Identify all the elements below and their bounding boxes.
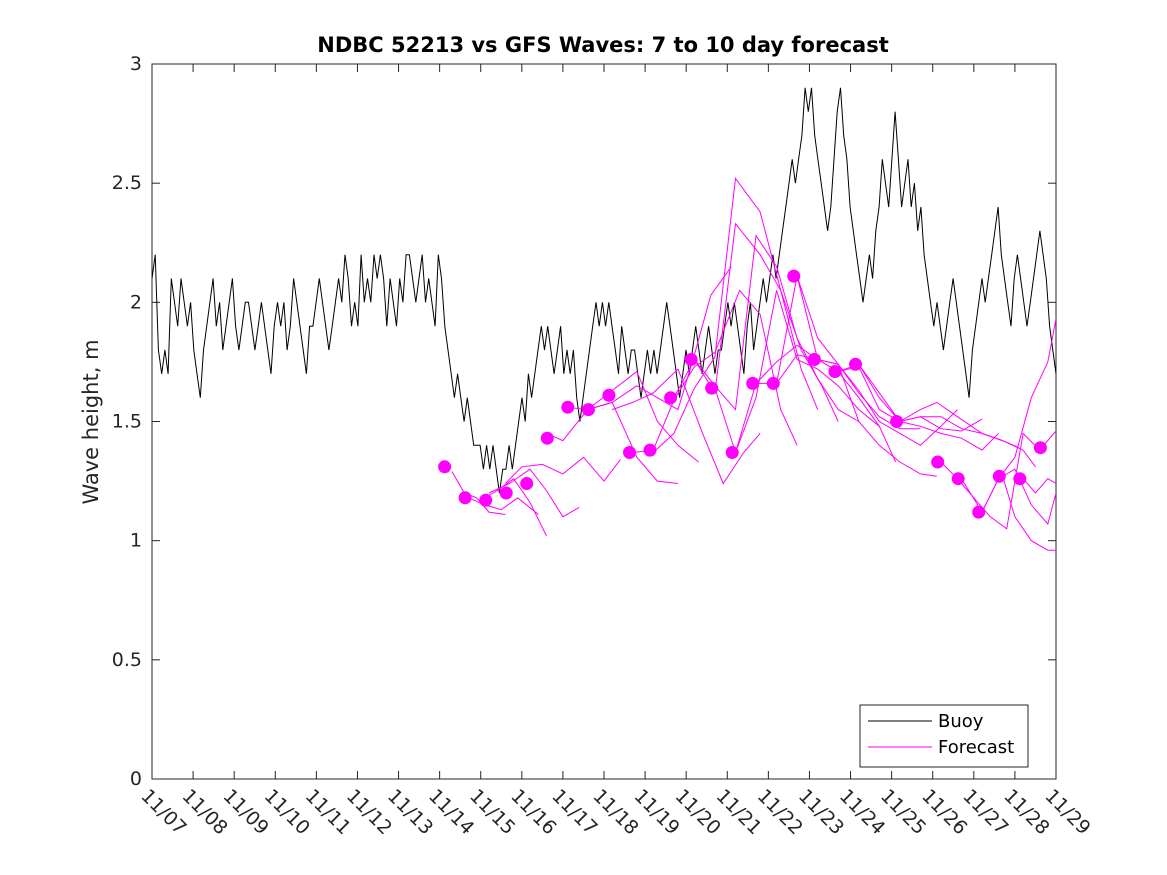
forecast-marker	[499, 486, 513, 500]
y-tick-label: 2.5	[112, 172, 142, 194]
forecast-line	[838, 363, 999, 451]
forecast-line	[587, 266, 732, 411]
forecast-line	[1022, 478, 1056, 494]
forecast-marker	[972, 505, 986, 519]
y-tick-label: 1.5	[112, 411, 142, 433]
forecast-marker	[1013, 472, 1027, 486]
forecast-marker	[992, 469, 1006, 483]
forecast-marker	[684, 353, 698, 366]
forecast-marker	[828, 365, 842, 378]
y-axis-label: Wave height, m	[79, 339, 103, 504]
forecast-line	[488, 468, 580, 518]
forecast-marker	[581, 403, 595, 417]
plot-area: 00.511.522.5311/0711/0811/0911/1011/1111…	[112, 53, 1095, 839]
forecast-line	[981, 318, 1056, 513]
forecast-line	[451, 471, 506, 515]
forecast-line	[468, 497, 539, 515]
forecast-marker	[766, 376, 780, 390]
legend: Buoy Forecast	[859, 704, 1029, 768]
forecast-line	[796, 275, 958, 446]
y-tick-label: 3	[130, 53, 142, 75]
forecast-marker	[561, 400, 575, 414]
forecast-marker	[725, 446, 739, 459]
legend-label-buoy: Buoy	[938, 711, 984, 732]
forecast-marker	[664, 391, 678, 405]
forecast-marker	[602, 388, 616, 402]
forecast-line	[652, 177, 819, 453]
forecast-marker	[438, 460, 452, 474]
forecast-line	[1002, 476, 1056, 551]
forecast-line	[776, 274, 937, 477]
forecast-marker	[951, 472, 965, 486]
legend-box	[859, 704, 1029, 768]
forecast-marker	[540, 431, 554, 445]
chart-title: NDBC 52213 vs GFS Waves: 7 to 10 day for…	[317, 33, 888, 57]
forecast-marker	[520, 477, 534, 490]
forecast-marker	[458, 491, 472, 505]
forecast-line	[612, 368, 761, 485]
y-tick-label: 0.5	[112, 649, 142, 671]
forecast-marker	[787, 269, 801, 283]
y-tick-label: 1	[130, 530, 142, 552]
legend-label-forecast: Forecast	[938, 737, 1014, 758]
forecast-marker	[849, 357, 862, 371]
forecast-marker	[479, 493, 493, 507]
forecast-marker	[705, 381, 719, 395]
forecast-marker	[746, 376, 760, 390]
y-tick-label: 0	[130, 768, 142, 790]
forecast-line	[694, 234, 860, 422]
forecast-line	[899, 401, 1036, 468]
forecast-marker	[643, 443, 657, 457]
forecast-marker	[1033, 441, 1047, 455]
forecast-marker	[623, 446, 636, 459]
forecast-marker	[807, 353, 821, 366]
forecast-marker	[890, 415, 904, 428]
forecast-line	[480, 477, 547, 537]
forecast-line	[505, 456, 621, 484]
buoy-line	[152, 87, 1056, 494]
plot-frame	[151, 63, 1057, 780]
y-tick-label: 2	[130, 291, 142, 313]
forecast-marker	[931, 455, 945, 469]
